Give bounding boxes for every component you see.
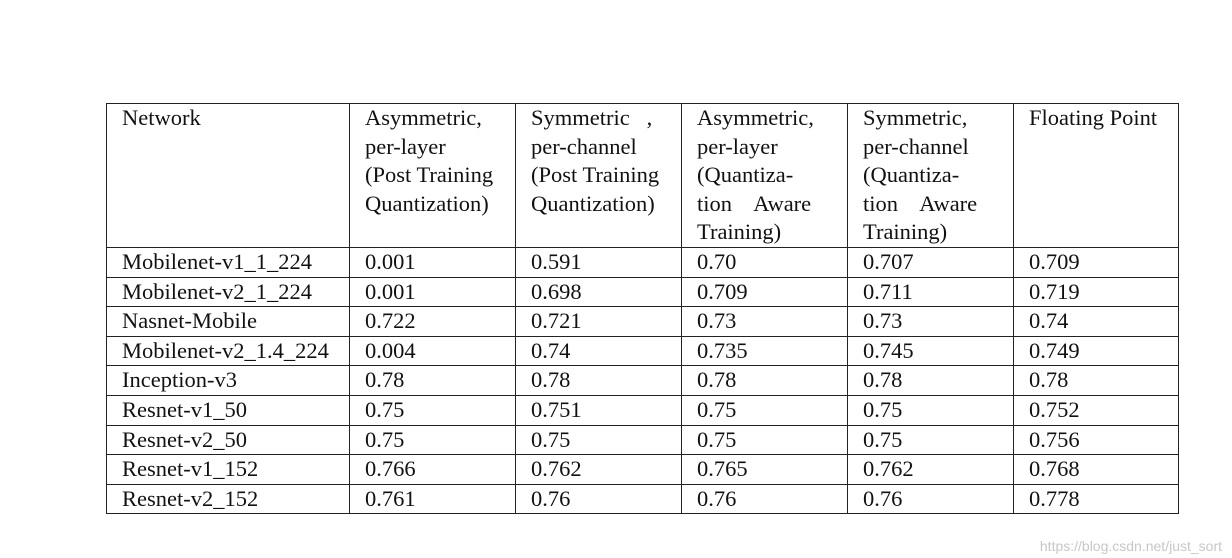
results-table-container: Network Asymmetric, per-layer (Post Trai…	[106, 103, 1179, 515]
header-line: Symmetric ,	[531, 105, 653, 130]
header-line: Training)	[863, 219, 948, 245]
network-name-cell: Mobilenet-v2_1_224	[106, 276, 350, 308]
value-cell: 0.762	[515, 454, 682, 485]
value-cell: 0.751	[515, 394, 682, 426]
header-symmetric-per-channel-ptq: Symmetric , per-channel (Post Training Q…	[515, 103, 682, 248]
value-cell: 0.76	[847, 483, 1014, 515]
value-cell: 0.768	[1013, 454, 1179, 485]
table-row: Resnet-v2_50 0.75 0.75 0.75 0.75 0.756	[106, 424, 1179, 456]
header-line: (Post Training	[531, 162, 660, 188]
network-name-cell: Inception-v3	[106, 365, 350, 396]
value-cell: 0.73	[847, 306, 1014, 337]
value-cell: 0.766	[349, 454, 516, 485]
value-cell: 0.752	[1013, 394, 1179, 426]
table-header: Network Asymmetric, per-layer (Post Trai…	[106, 103, 1179, 248]
table-row: Resnet-v1_152 0.766 0.762 0.765 0.762 0.…	[106, 454, 1179, 485]
value-cell: 0.75	[349, 424, 516, 456]
quantization-accuracy-table: Network Asymmetric, per-layer (Post Trai…	[106, 103, 1179, 515]
value-cell: 0.75	[681, 424, 848, 456]
header-line: (Quantiza-	[863, 162, 960, 188]
header-line: Asymmetric,	[365, 105, 482, 130]
network-name-cell: Mobilenet-v2_1.4_224	[106, 335, 350, 367]
value-cell: 0.78	[349, 365, 516, 396]
value-cell: 0.749	[1013, 335, 1179, 367]
header-line: (Post Training	[365, 162, 494, 188]
header-asymmetric-per-layer-qat: Asymmetric, per-layer (Quantiza- tion Aw…	[681, 103, 848, 248]
watermark-text: https://blog.csdn.net/just_sort	[1039, 538, 1222, 554]
value-cell: 0.75	[847, 424, 1014, 456]
header-line: Asymmetric,	[697, 105, 814, 130]
network-name-cell: Nasnet-Mobile	[106, 306, 350, 337]
value-cell: 0.78	[681, 365, 848, 396]
header-line: per-channel	[531, 133, 637, 159]
value-cell: 0.74	[515, 335, 682, 367]
header-asymmetric-per-layer-ptq: Asymmetric, per-layer (Post Training Qua…	[349, 103, 516, 248]
table-row: Resnet-v1_50 0.75 0.751 0.75 0.75 0.752	[106, 394, 1179, 426]
value-cell: 0.78	[515, 365, 682, 396]
network-name-cell: Resnet-v2_152	[106, 483, 350, 515]
value-cell: 0.004	[349, 335, 516, 367]
table-row: Nasnet-Mobile 0.722 0.721 0.73 0.73 0.74	[106, 306, 1179, 337]
value-cell: 0.756	[1013, 424, 1179, 456]
table-row: Mobilenet-v2_1.4_224 0.004 0.74 0.735 0.…	[106, 335, 1179, 367]
table-body: Mobilenet-v1_1_224 0.001 0.591 0.70 0.70…	[106, 247, 1179, 515]
value-cell: 0.001	[349, 247, 516, 278]
value-cell: 0.73	[681, 306, 848, 337]
value-cell: 0.75	[515, 424, 682, 456]
value-cell: 0.719	[1013, 276, 1179, 308]
value-cell: 0.76	[681, 483, 848, 515]
value-cell: 0.78	[1013, 365, 1179, 396]
value-cell: 0.707	[847, 247, 1014, 278]
value-cell: 0.74	[1013, 306, 1179, 337]
header-line: tion Aware	[697, 190, 812, 216]
value-cell: 0.711	[847, 276, 1014, 308]
header-network: Network	[106, 103, 350, 248]
value-cell: 0.78	[847, 365, 1014, 396]
header-floating-point: Floating Point	[1013, 103, 1179, 248]
value-cell: 0.698	[515, 276, 682, 308]
header-line: per-layer	[697, 133, 778, 159]
header-line: Floating Point	[1029, 105, 1158, 130]
header-line: tion Aware	[863, 190, 978, 216]
header-line: Network	[122, 105, 201, 130]
value-cell: 0.709	[1013, 247, 1179, 278]
header-row: Network Asymmetric, per-layer (Post Trai…	[106, 103, 1179, 248]
header-line: per-layer	[365, 133, 446, 159]
value-cell: 0.75	[681, 394, 848, 426]
value-cell: 0.762	[847, 454, 1014, 485]
value-cell: 0.001	[349, 276, 516, 308]
network-name-cell: Resnet-v2_50	[106, 424, 350, 456]
value-cell: 0.778	[1013, 483, 1179, 515]
table-row: Mobilenet-v2_1_224 0.001 0.698 0.709 0.7…	[106, 276, 1179, 308]
header-line: Training)	[697, 219, 782, 245]
table-row: Resnet-v2_152 0.761 0.76 0.76 0.76 0.778	[106, 483, 1179, 515]
value-cell: 0.761	[349, 483, 516, 515]
value-cell: 0.765	[681, 454, 848, 485]
value-cell: 0.75	[847, 394, 1014, 426]
value-cell: 0.735	[681, 335, 848, 367]
network-name-cell: Resnet-v1_152	[106, 454, 350, 485]
header-line: Quantization)	[365, 190, 489, 216]
value-cell: 0.722	[349, 306, 516, 337]
network-name-cell: Resnet-v1_50	[106, 394, 350, 426]
value-cell: 0.709	[681, 276, 848, 308]
value-cell: 0.70	[681, 247, 848, 278]
table-row: Inception-v3 0.78 0.78 0.78 0.78 0.78	[106, 365, 1179, 396]
value-cell: 0.591	[515, 247, 682, 278]
network-name-cell: Mobilenet-v1_1_224	[106, 247, 350, 278]
value-cell: 0.76	[515, 483, 682, 515]
value-cell: 0.745	[847, 335, 1014, 367]
table-row: Mobilenet-v1_1_224 0.001 0.591 0.70 0.70…	[106, 247, 1179, 278]
header-line: per-channel	[863, 133, 969, 159]
header-line: Symmetric,	[863, 105, 968, 130]
header-line: (Quantiza-	[697, 162, 794, 188]
value-cell: 0.75	[349, 394, 516, 426]
value-cell: 0.721	[515, 306, 682, 337]
header-line: Quantization)	[531, 190, 655, 216]
header-symmetric-per-channel-qat: Symmetric, per-channel (Quantiza- tion A…	[847, 103, 1014, 248]
